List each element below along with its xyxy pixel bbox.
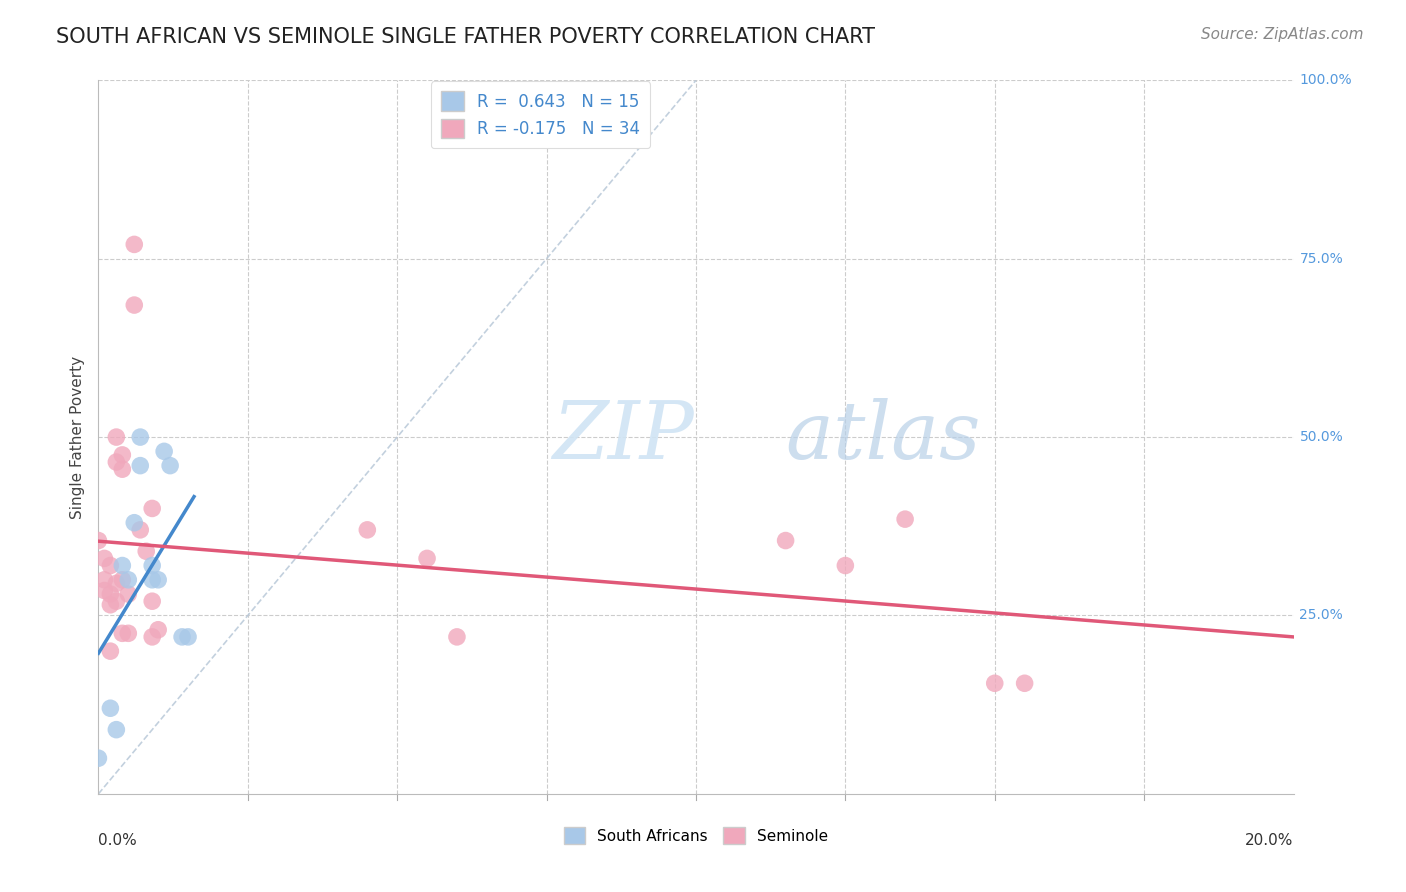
Point bbox=[834, 558, 856, 573]
Point bbox=[93, 551, 115, 566]
Point bbox=[117, 626, 139, 640]
Point bbox=[135, 544, 157, 558]
Point bbox=[111, 448, 134, 462]
Point bbox=[105, 576, 128, 591]
Point bbox=[87, 751, 110, 765]
Point bbox=[98, 644, 122, 658]
Point bbox=[98, 598, 122, 612]
Text: ZIP: ZIP bbox=[553, 399, 695, 475]
Point bbox=[129, 430, 152, 444]
Point bbox=[111, 573, 134, 587]
Point bbox=[93, 573, 115, 587]
Point bbox=[129, 458, 152, 473]
Point bbox=[124, 516, 146, 530]
Point bbox=[148, 623, 170, 637]
Point bbox=[775, 533, 797, 548]
Point bbox=[117, 573, 139, 587]
Point bbox=[894, 512, 917, 526]
Text: 20.0%: 20.0% bbox=[1246, 833, 1294, 848]
Point bbox=[141, 630, 163, 644]
Point bbox=[87, 533, 110, 548]
Point bbox=[93, 583, 115, 598]
Legend: South Africans, Seminole: South Africans, Seminole bbox=[558, 821, 834, 850]
Point bbox=[416, 551, 439, 566]
Text: 100.0%: 100.0% bbox=[1299, 73, 1353, 87]
Point bbox=[117, 587, 139, 601]
Point bbox=[111, 462, 134, 476]
Point bbox=[105, 455, 128, 469]
Point bbox=[148, 573, 170, 587]
Text: 75.0%: 75.0% bbox=[1299, 252, 1343, 266]
Point bbox=[98, 701, 122, 715]
Point bbox=[153, 444, 176, 458]
Point bbox=[124, 237, 146, 252]
Point bbox=[98, 587, 122, 601]
Point bbox=[141, 594, 163, 608]
Point bbox=[105, 723, 128, 737]
Point bbox=[111, 626, 134, 640]
Text: atlas: atlas bbox=[786, 399, 981, 475]
Point bbox=[129, 523, 152, 537]
Text: Source: ZipAtlas.com: Source: ZipAtlas.com bbox=[1201, 27, 1364, 42]
Point bbox=[141, 558, 163, 573]
Point bbox=[124, 298, 146, 312]
Text: 50.0%: 50.0% bbox=[1299, 430, 1343, 444]
Point bbox=[1014, 676, 1036, 690]
Point bbox=[159, 458, 181, 473]
Point bbox=[105, 594, 128, 608]
Point bbox=[177, 630, 200, 644]
Point bbox=[111, 558, 134, 573]
Point bbox=[105, 430, 128, 444]
Y-axis label: Single Father Poverty: Single Father Poverty bbox=[69, 356, 84, 518]
Point bbox=[98, 558, 122, 573]
Text: 0.0%: 0.0% bbox=[98, 833, 138, 848]
Point bbox=[356, 523, 378, 537]
Text: 25.0%: 25.0% bbox=[1299, 608, 1343, 623]
Text: SOUTH AFRICAN VS SEMINOLE SINGLE FATHER POVERTY CORRELATION CHART: SOUTH AFRICAN VS SEMINOLE SINGLE FATHER … bbox=[56, 27, 876, 46]
Point bbox=[172, 630, 194, 644]
Point bbox=[446, 630, 468, 644]
Point bbox=[984, 676, 1007, 690]
Point bbox=[141, 573, 163, 587]
Point bbox=[141, 501, 163, 516]
